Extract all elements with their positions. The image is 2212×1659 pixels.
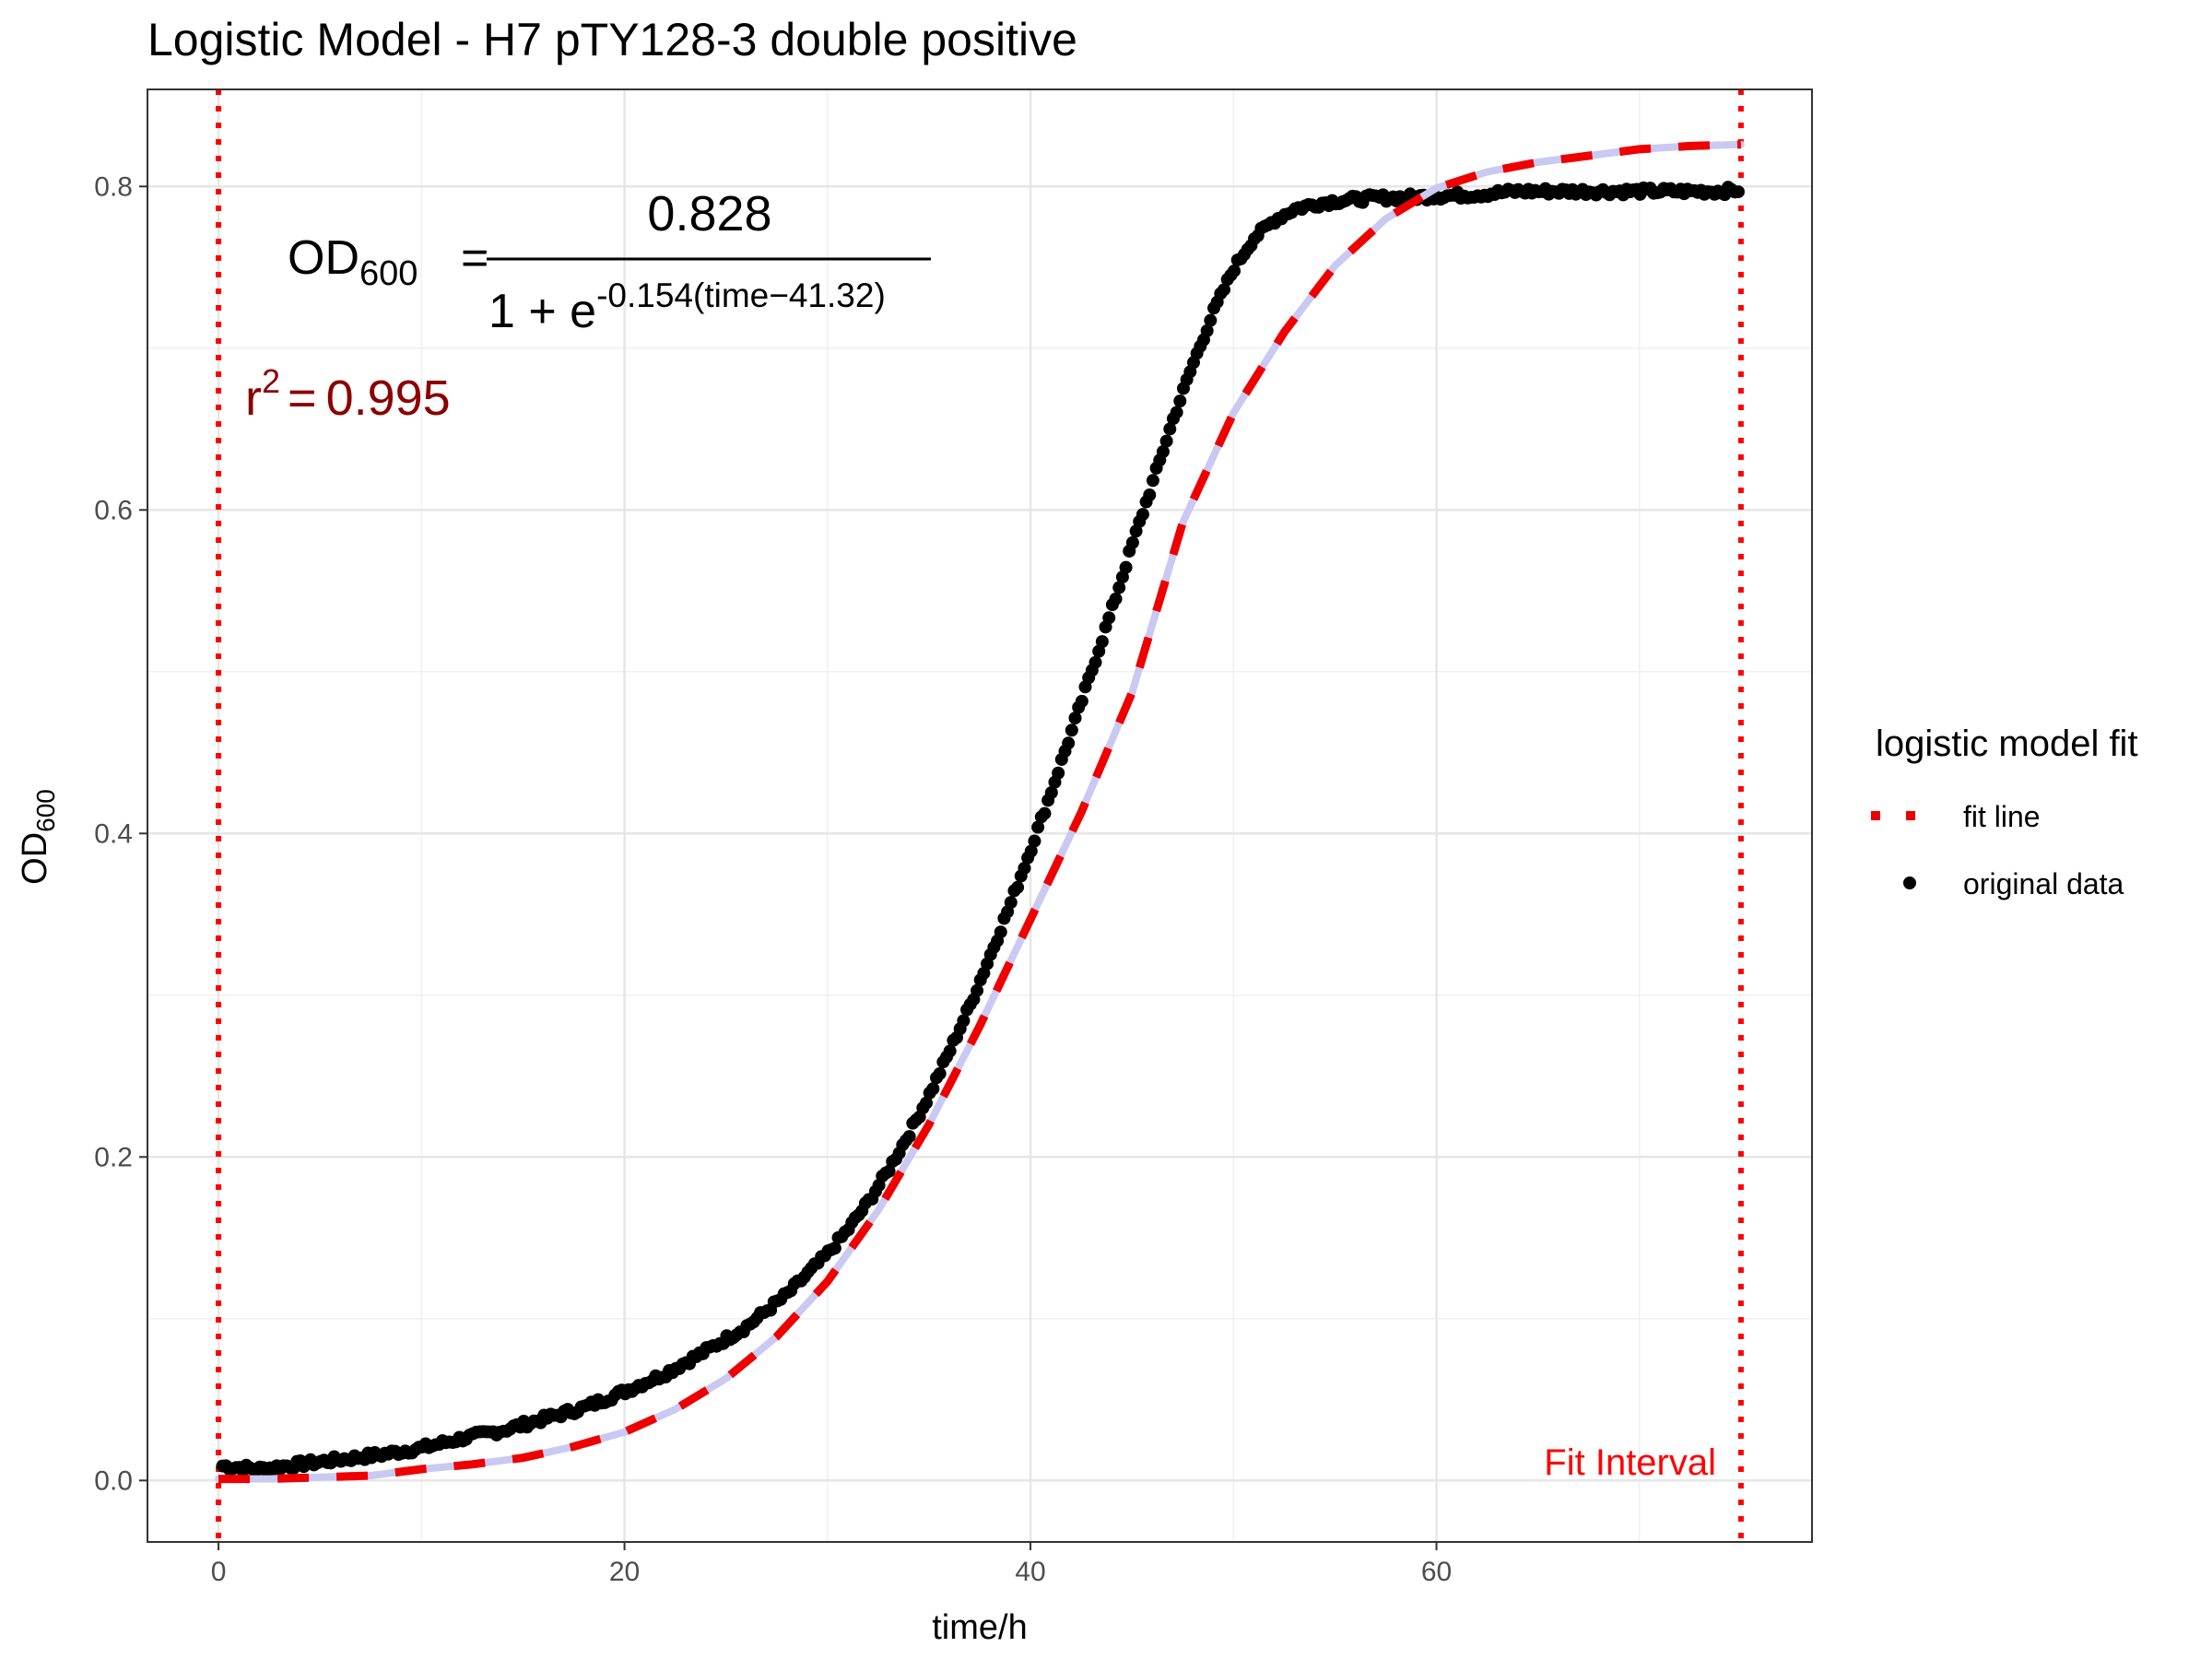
fit-interval-label: Fit Interval: [1544, 1442, 1716, 1483]
data-point: [902, 1130, 916, 1144]
y-axis-title-main: OD: [16, 832, 54, 885]
legend-key-original-data: [1903, 877, 1916, 889]
data-point: [1038, 806, 1052, 820]
y-tick-label: 0.4: [94, 818, 133, 849]
data-point: [1052, 766, 1065, 780]
data-point: [943, 1044, 957, 1058]
data-point: [1135, 508, 1149, 522]
data-point: [1200, 324, 1214, 337]
equation-lhs: OD600: [288, 231, 418, 293]
data-point: [1204, 313, 1218, 327]
data-point: [1109, 592, 1123, 606]
y-axis-title-sub: 600: [31, 789, 60, 832]
data-point: [1088, 655, 1102, 669]
data-point: [1011, 880, 1025, 894]
data-point: [1731, 185, 1745, 199]
data-point: [1112, 581, 1126, 594]
data-point: [1028, 834, 1041, 848]
x-tick-label: 40: [1015, 1557, 1045, 1587]
data-point: [1095, 635, 1109, 649]
data-point: [1075, 694, 1088, 708]
data-point: [1163, 422, 1177, 436]
data-point: [1031, 820, 1045, 834]
y-axis-title: OD600: [16, 789, 60, 885]
equation-lhs-sub: 600: [359, 254, 418, 293]
equation-denominator: 1 + e-0.154(time−41.32): [488, 276, 886, 338]
x-axis-title: time/h: [932, 1608, 1027, 1647]
legend-title: logistic model fit: [1876, 724, 2138, 764]
data-point: [1218, 283, 1231, 297]
original-data-series: [216, 181, 1745, 1478]
data-point: [1044, 786, 1058, 800]
data-point: [828, 1241, 841, 1255]
chart-title: Logistic Model - H7 pTY128-3 double posi…: [147, 14, 1077, 65]
r-squared-label: r: [245, 371, 262, 426]
r-squared-annotation: r2 = 0.995: [245, 362, 451, 426]
x-tick-label: 60: [1421, 1557, 1452, 1587]
data-point: [926, 1082, 940, 1096]
data-point: [933, 1066, 947, 1080]
data-point: [1125, 535, 1139, 549]
data-point: [1170, 406, 1183, 419]
fit-line: [218, 140, 1742, 1484]
legend-label-fit-line: fit line: [1963, 800, 2041, 833]
data-point: [994, 925, 1007, 939]
data-point: [1228, 264, 1241, 277]
equation-annotation: OD600 = 0.828 1 + e-0.154(time−41.32): [288, 186, 931, 338]
data-point: [1143, 488, 1157, 502]
data-point: [971, 983, 984, 997]
data-point: [1173, 394, 1187, 408]
data-point: [920, 1096, 934, 1110]
data-point: [1062, 736, 1076, 750]
data-point: [1092, 644, 1106, 658]
data-point: [957, 1014, 971, 1028]
equation-denominator-prefix: 1 + e: [488, 285, 596, 338]
x-tick-label: 20: [609, 1557, 640, 1587]
data-point: [882, 1164, 896, 1178]
y-tick-label: 0.6: [94, 495, 133, 525]
r-squared-equals: =: [288, 371, 317, 426]
data-point: [1004, 896, 1018, 910]
r-squared-value: 0.995: [326, 371, 451, 426]
data-point: [1102, 611, 1116, 625]
data-point: [1156, 445, 1170, 459]
data-point: [1024, 844, 1038, 858]
data-point: [1068, 712, 1082, 725]
data-point: [1146, 474, 1159, 488]
x-tick-label: 0: [211, 1557, 227, 1587]
r-squared-power: 2: [262, 362, 280, 400]
data-point: [1018, 861, 1031, 875]
equation-equals: =: [461, 231, 488, 285]
x-axis: 0 20 40 60: [211, 1542, 1452, 1587]
plot-panel: [147, 89, 1812, 1542]
equation-exponent: -0.154(time−41.32): [596, 276, 886, 314]
data-point: [1065, 724, 1078, 737]
data-point: [1119, 560, 1133, 574]
y-tick-label: 0.8: [94, 171, 133, 202]
data-point: [1159, 434, 1173, 448]
equation-numerator: 0.828: [647, 186, 771, 241]
plot-border: [147, 88, 1813, 1543]
legend-label-original-data: original data: [1963, 867, 2124, 900]
legend: logistic model fit fit line original dat…: [1869, 724, 2138, 900]
y-tick-label: 0.2: [94, 1142, 133, 1172]
equation-lhs-main: OD: [288, 231, 359, 285]
y-axis: 0.0 0.2 0.4 0.6 0.8: [94, 171, 147, 1496]
fit-line-series: [215, 140, 1745, 1484]
y-tick-label: 0.0: [94, 1465, 133, 1496]
